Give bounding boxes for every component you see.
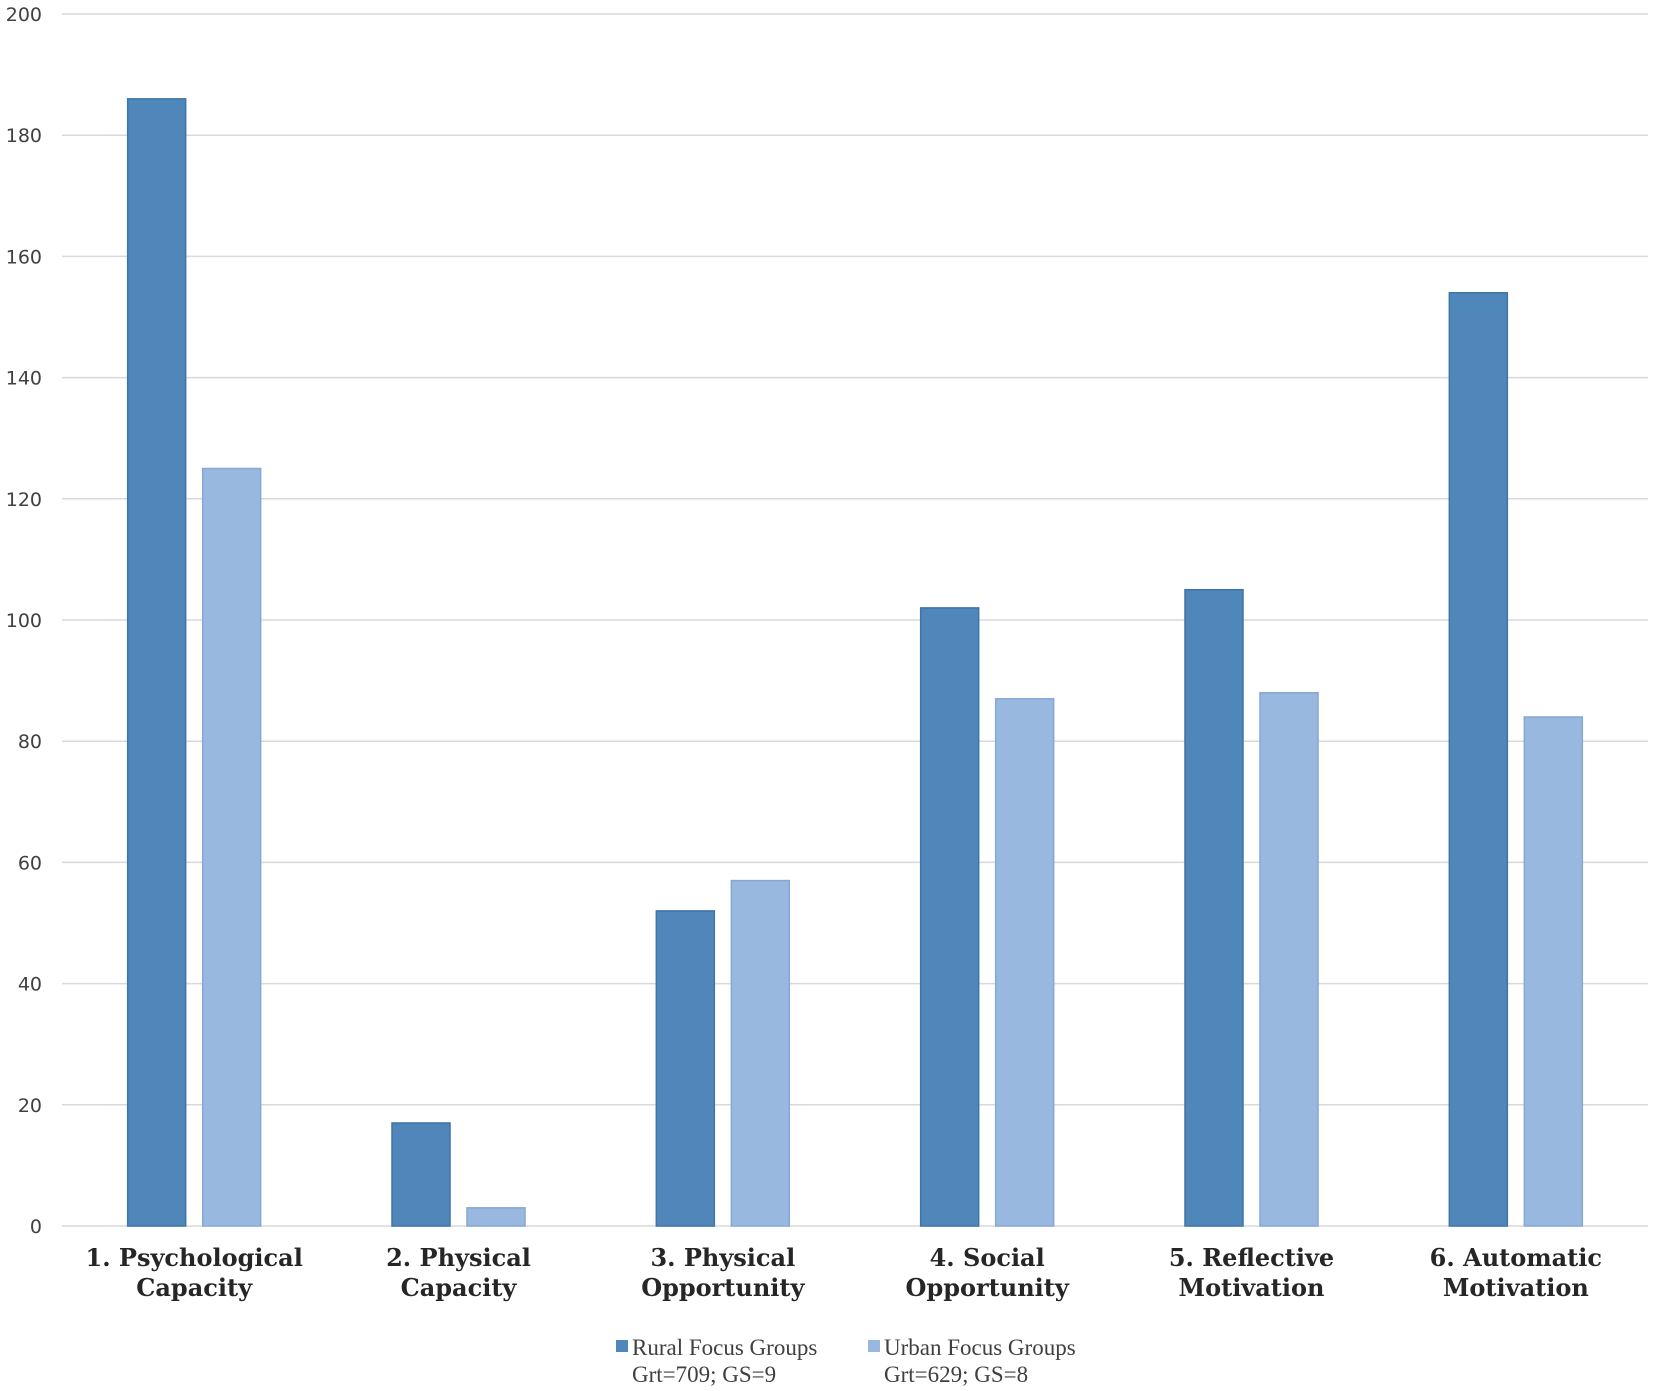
x-category-label: Motivation xyxy=(1443,1273,1589,1302)
y-tick-label: 20 xyxy=(18,1095,42,1117)
x-category-label: 2. Physical xyxy=(386,1243,531,1272)
bar-rural-1 xyxy=(126,98,187,1227)
bar-urban-2 xyxy=(466,1207,526,1227)
legend-sublabel-urban: Grt=629; GS=8 xyxy=(884,1362,1028,1387)
y-tick-label: 140 xyxy=(6,368,42,390)
x-category-label: 6. Automatic xyxy=(1430,1243,1602,1272)
x-category-label: 3. Physical xyxy=(650,1243,795,1272)
x-category-label: Opportunity xyxy=(641,1273,805,1302)
legend-label-rural: Rural Focus Groups xyxy=(632,1335,817,1360)
bar-rural-4 xyxy=(919,607,980,1227)
y-tick-label: 0 xyxy=(30,1216,42,1238)
x-category-label: 1. Psychological xyxy=(86,1243,303,1272)
x-category-label: Motivation xyxy=(1179,1273,1325,1302)
legend-swatch-rural xyxy=(616,1340,628,1352)
bar-rural-2 xyxy=(391,1122,451,1227)
y-tick-label: 100 xyxy=(6,610,42,632)
bar-urban-3 xyxy=(730,879,791,1227)
bar-urban-4 xyxy=(994,698,1055,1227)
y-tick-label: 40 xyxy=(18,974,42,996)
bars xyxy=(126,98,1584,1227)
x-category-label: 4. Social xyxy=(930,1243,1045,1272)
bar-rural-5 xyxy=(1184,588,1244,1227)
bar-urban-6 xyxy=(1523,716,1584,1227)
y-tick-label: 160 xyxy=(6,246,42,268)
y-tick-label: 60 xyxy=(18,852,42,874)
bar-rural-3 xyxy=(655,910,716,1227)
bar-urban-1 xyxy=(201,467,262,1227)
legend-swatch-urban xyxy=(868,1340,880,1352)
bar-urban-5 xyxy=(1259,691,1319,1227)
y-tick-label: 120 xyxy=(6,489,42,511)
y-tick-label: 80 xyxy=(18,731,42,753)
bar-rural-6 xyxy=(1448,292,1509,1227)
x-category-label: Capacity xyxy=(401,1273,518,1302)
x-category-label: Opportunity xyxy=(906,1273,1070,1302)
gridlines xyxy=(62,13,1648,1227)
y-tick-label: 180 xyxy=(6,125,42,147)
x-category-label: Capacity xyxy=(136,1273,253,1302)
y-tick-label: 200 xyxy=(6,4,42,26)
x-category-label: 5. Reflective xyxy=(1169,1243,1334,1272)
legend-label-urban: Urban Focus Groups xyxy=(884,1335,1076,1360)
legend-sublabel-rural: Grt=709; GS=9 xyxy=(632,1362,776,1387)
y-axis-tick-labels: 0 20 40 60 80 100 120 140 160 180 200 xyxy=(6,4,42,1238)
